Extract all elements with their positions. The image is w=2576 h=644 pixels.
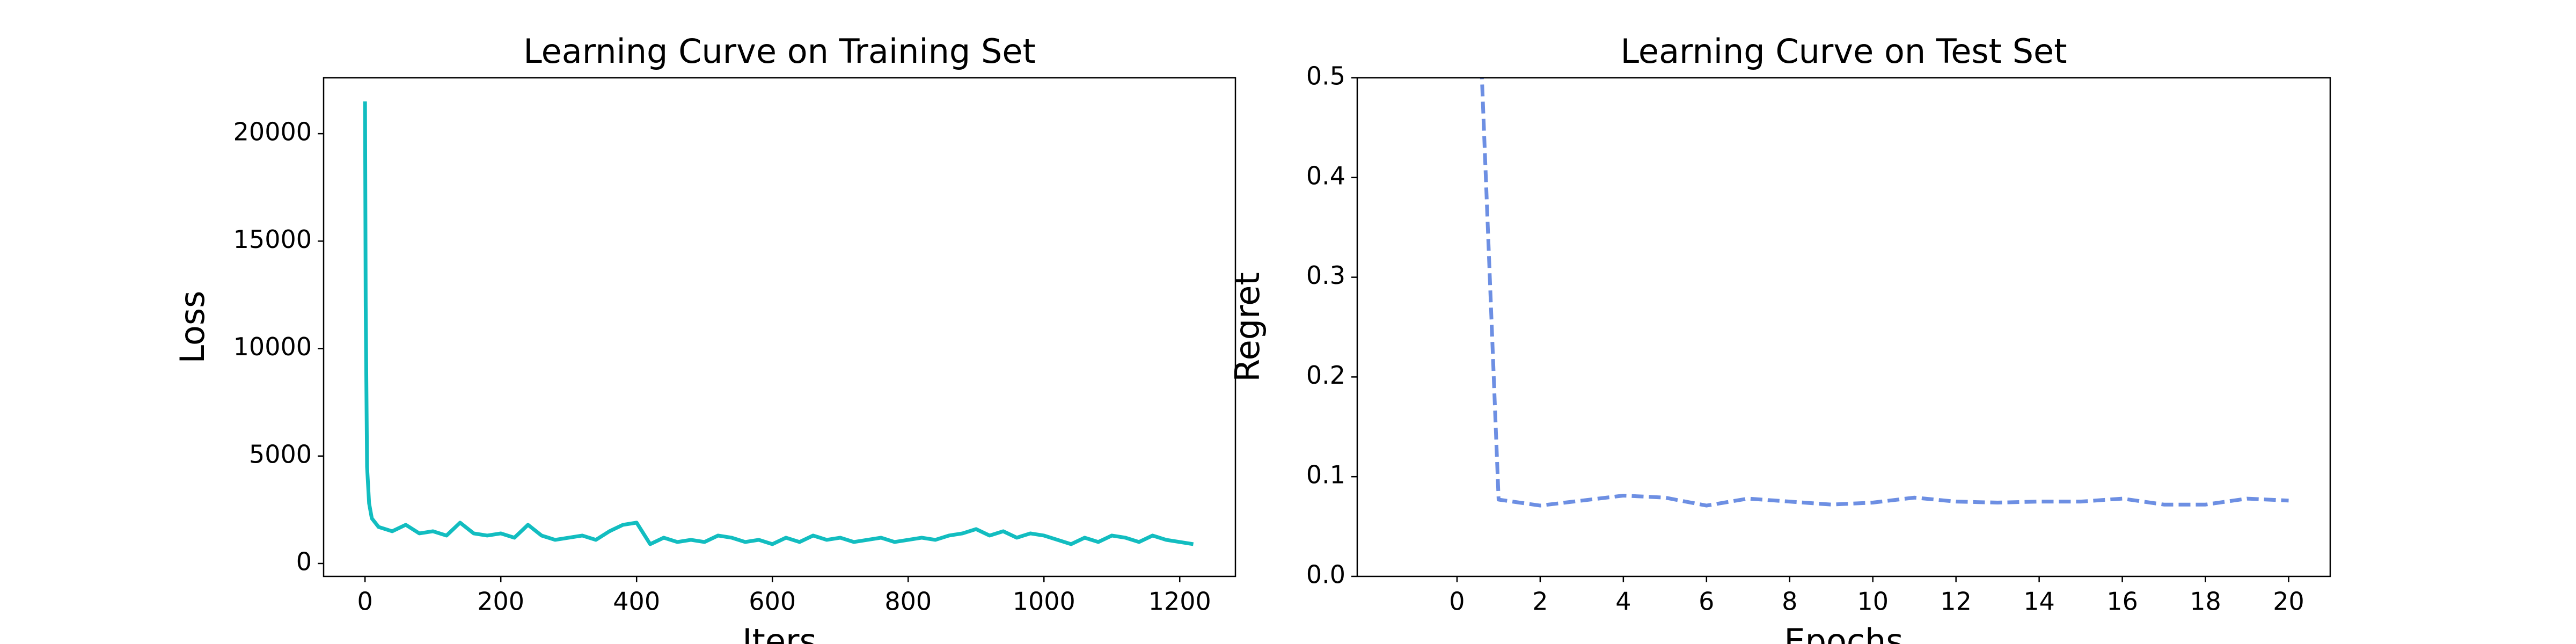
y-tick-label: 0.5 — [1306, 62, 1345, 91]
x-tick-label: 1000 — [1013, 587, 1075, 616]
x-tick-label: 400 — [613, 587, 660, 616]
x-tick-label: 1200 — [1148, 587, 1211, 616]
x-tick-label: 18 — [2190, 587, 2221, 616]
x-axis-label: Epochs — [1784, 621, 1903, 644]
x-tick-label: 600 — [749, 587, 796, 616]
x-tick-label: 20 — [2273, 587, 2304, 616]
axes-frame — [1356, 77, 2331, 577]
y-tick-label: 0.2 — [1306, 361, 1345, 390]
data-line — [1480, 78, 2289, 508]
y-tick-label: 15000 — [233, 225, 312, 254]
x-tick-label: 10 — [1857, 587, 1889, 616]
data-line — [363, 101, 1194, 546]
x-tick-label: 800 — [884, 587, 932, 616]
x-tick-label: 200 — [477, 587, 524, 616]
x-tick-label: 16 — [2106, 587, 2138, 616]
y-tick-label: 0.4 — [1306, 161, 1345, 190]
x-axis-label: Iters — [742, 621, 817, 644]
chart-title: Learning Curve on Training Set — [523, 32, 1036, 71]
y-tick-label: 0.3 — [1306, 261, 1345, 290]
x-tick-label: 12 — [1940, 587, 1972, 616]
x-tick-label: 0 — [1449, 587, 1465, 616]
y-tick-label: 0.1 — [1306, 460, 1345, 489]
x-tick-label: 6 — [1699, 587, 1714, 616]
y-tick-label: 20000 — [233, 118, 312, 147]
y-tick-label: 5000 — [249, 440, 312, 469]
x-tick-label: 14 — [2023, 587, 2055, 616]
y-axis-label: Loss — [173, 291, 212, 364]
x-tick-label: 2 — [1532, 587, 1548, 616]
y-axis-label: Regret — [1228, 272, 1267, 382]
y-tick-label: 10000 — [233, 332, 312, 361]
y-tick-label: 0 — [296, 547, 312, 576]
chart-title: Learning Curve on Test Set — [1620, 32, 2067, 71]
x-tick-label: 0 — [357, 587, 373, 616]
x-tick-label: 8 — [1782, 587, 1797, 616]
axes-frame — [323, 77, 1236, 577]
x-tick-label: 4 — [1615, 587, 1631, 616]
y-tick-label: 0.0 — [1306, 560, 1345, 589]
